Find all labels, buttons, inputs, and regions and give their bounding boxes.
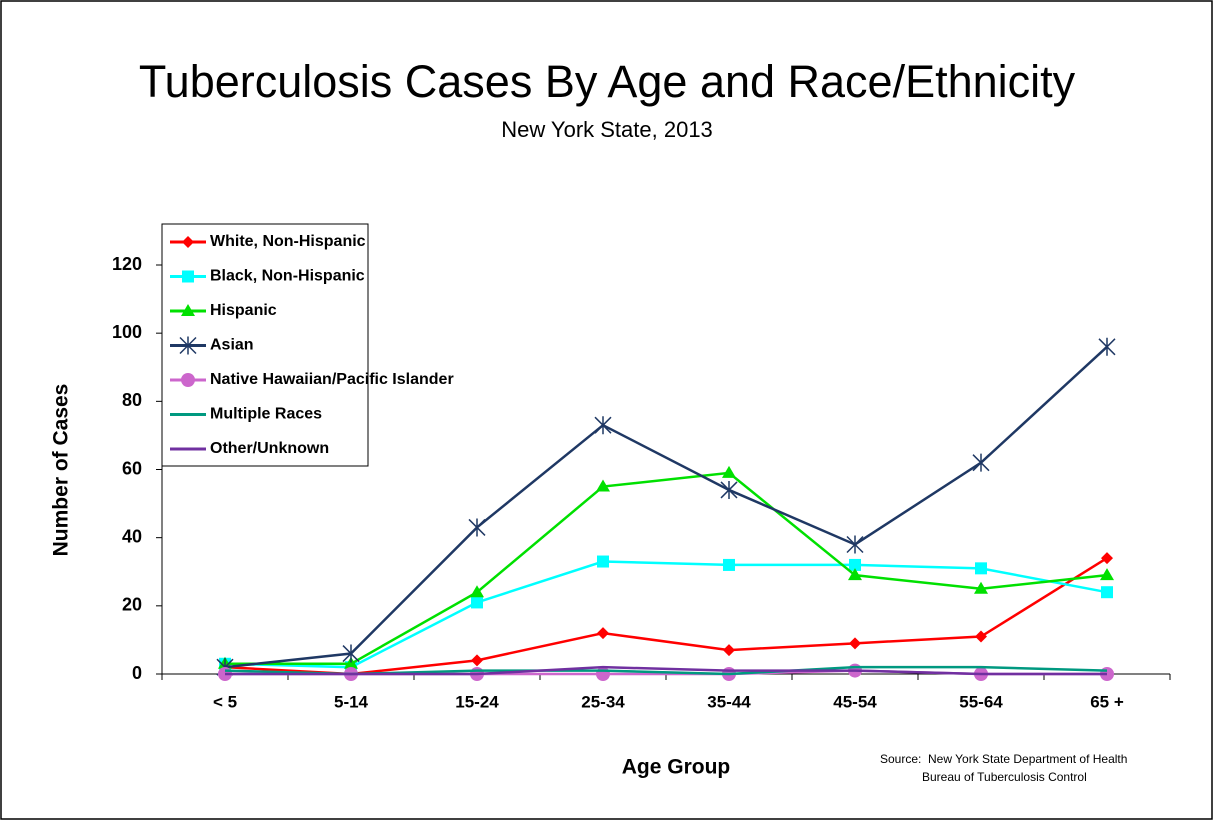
marker [1101, 586, 1113, 599]
marker [975, 562, 987, 575]
marker [1101, 552, 1113, 565]
legend-label: Native Hawaiian/Pacific Islander [210, 371, 454, 388]
marker [596, 479, 610, 492]
y-tick-label: 60 [122, 458, 142, 478]
y-tick-label: 100 [112, 322, 142, 342]
legend-marker [182, 270, 194, 283]
marker [723, 644, 735, 657]
marker [1100, 568, 1114, 581]
source-line: Bureau of Tuberculosis Control [922, 770, 1087, 784]
y-tick-label: 80 [122, 390, 142, 410]
chart-title: Tuberculosis Cases By Age and Race/Ethni… [139, 56, 1076, 107]
legend-label: Hispanic [210, 302, 277, 319]
legend-label: Black, Non-Hispanic [210, 268, 365, 285]
marker [596, 667, 610, 681]
x-tick-label: 35-44 [707, 692, 751, 711]
marker [849, 558, 861, 571]
series [216, 337, 1116, 677]
y-tick-label: 40 [122, 526, 142, 546]
line [224, 557, 1108, 676]
marker [342, 644, 360, 663]
y-tick-label: 0 [132, 663, 142, 683]
x-axis-label: Age Group [622, 756, 731, 779]
y-tick-label: 120 [112, 254, 142, 274]
legend-label: Multiple Races [210, 406, 322, 423]
source-label: Source: [880, 752, 921, 766]
chart-subtitle: New York State, 2013 [501, 117, 713, 142]
x-tick-label: 45-54 [833, 692, 877, 711]
marker [972, 453, 990, 472]
legend-marker [181, 373, 195, 387]
marker [848, 568, 862, 581]
x-tick-label: 55-64 [959, 692, 1003, 711]
marker [723, 558, 735, 571]
marker [597, 555, 609, 568]
line [225, 665, 1107, 676]
marker [975, 630, 987, 643]
line [224, 345, 1108, 669]
y-axis-label: Number of Cases [50, 384, 73, 557]
marker [470, 585, 484, 598]
legend-label: Other/Unknown [210, 440, 329, 457]
legend-label: White, Non-Hispanic [210, 233, 366, 250]
marker [720, 480, 738, 499]
line [225, 471, 1108, 666]
marker [597, 627, 609, 640]
y-tick-label: 20 [122, 595, 142, 615]
legend-marker [181, 304, 195, 316]
marker [471, 596, 483, 609]
x-tick-label: 65 + [1090, 692, 1124, 711]
legend-marker [179, 336, 197, 355]
marker [468, 518, 486, 537]
marker [722, 465, 736, 478]
marker [1098, 337, 1116, 356]
marker [594, 416, 612, 435]
series [225, 665, 1107, 676]
marker [344, 656, 358, 669]
x-tick-label: 5-14 [334, 692, 369, 711]
marker [471, 654, 483, 667]
marker [849, 637, 861, 650]
source-line: New York State Department of Health [928, 752, 1127, 766]
legend-label: Asian [210, 337, 254, 354]
x-tick-label: < 5 [213, 692, 237, 711]
legend-marker [182, 236, 194, 248]
line [224, 560, 1108, 669]
marker [974, 581, 988, 594]
marker [846, 535, 864, 554]
x-tick-label: 25-34 [581, 692, 625, 711]
x-tick-label: 15-24 [455, 692, 499, 711]
